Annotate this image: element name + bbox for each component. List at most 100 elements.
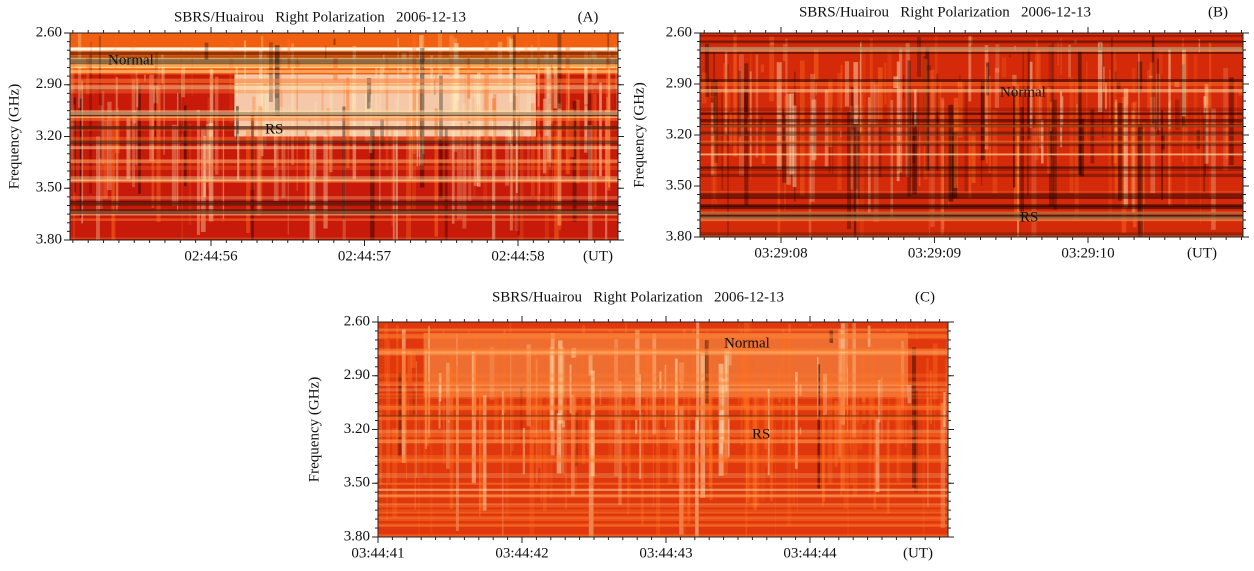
streak [477, 72, 481, 187]
streak [795, 115, 799, 118]
streak [442, 329, 444, 422]
streak [863, 127, 867, 129]
streak [617, 418, 620, 435]
streak [510, 335, 514, 452]
streak [857, 360, 859, 423]
streak [723, 63, 727, 169]
streak [98, 105, 103, 209]
streak [1121, 97, 1127, 233]
streak [714, 95, 717, 205]
hband [700, 153, 1243, 156]
streak [711, 93, 714, 214]
streak [625, 323, 627, 467]
streak [571, 348, 577, 358]
streak [1193, 53, 1198, 166]
streak [154, 82, 157, 137]
background [700, 33, 1243, 237]
streak [422, 131, 425, 155]
streak [96, 136, 100, 240]
streak [926, 387, 928, 442]
hband [700, 131, 1243, 136]
streak [178, 81, 180, 163]
streak [1131, 110, 1135, 213]
hband [700, 204, 1243, 207]
streak [181, 133, 183, 240]
x-tick-label: 03:44:43 [639, 545, 692, 561]
streak [813, 48, 819, 81]
streak [542, 98, 547, 174]
streak [1118, 102, 1123, 201]
streak [605, 110, 608, 240]
streak [959, 112, 963, 122]
streak [1203, 96, 1207, 114]
streak [1099, 43, 1101, 51]
streak [396, 325, 399, 441]
streak [811, 99, 817, 161]
streak [476, 372, 478, 399]
streak [155, 52, 159, 129]
streak [968, 56, 971, 96]
streak [877, 67, 883, 120]
streak [948, 115, 950, 208]
streak [870, 80, 876, 125]
hband [700, 35, 1243, 37]
hband [378, 509, 948, 514]
panel-label: (C) [915, 289, 935, 305]
hband [70, 84, 618, 86]
hband [70, 211, 618, 216]
streak [529, 424, 535, 537]
streak [930, 91, 935, 228]
streak [1235, 82, 1238, 127]
streak [645, 354, 649, 443]
hband [378, 384, 948, 386]
streak [549, 79, 551, 133]
hband [70, 47, 618, 52]
streak [407, 351, 412, 382]
streak [901, 341, 905, 409]
streak [1038, 84, 1043, 149]
y-tick-label: 3.20 [36, 128, 62, 144]
streak [196, 109, 200, 236]
streak [391, 126, 394, 227]
streak [687, 421, 691, 524]
hband [700, 89, 1243, 93]
streak [593, 93, 597, 207]
streak [111, 118, 116, 240]
streak [506, 36, 511, 53]
streak [412, 390, 416, 415]
streak [402, 346, 406, 387]
streak [591, 46, 593, 172]
streak [867, 97, 871, 214]
streak [545, 49, 549, 136]
streak [840, 382, 843, 496]
hband [70, 147, 618, 150]
streak [916, 324, 918, 340]
streak [386, 372, 388, 521]
streak [449, 355, 453, 412]
streak [557, 103, 562, 226]
streak [291, 43, 295, 166]
hband [70, 159, 618, 163]
streak [941, 100, 945, 229]
streak [574, 353, 577, 456]
y-tick-label: 3.50 [344, 475, 370, 491]
streak [590, 405, 593, 443]
streak [664, 364, 667, 428]
streak [824, 89, 829, 167]
streak [852, 322, 856, 438]
hband [378, 348, 948, 352]
panel-label: (A) [578, 9, 599, 25]
streak [822, 413, 826, 503]
hband [70, 62, 618, 65]
streak [1174, 81, 1180, 88]
streak [913, 389, 919, 493]
annotation: RS [752, 426, 770, 442]
annotation: RS [265, 121, 283, 137]
streak [692, 329, 695, 399]
streak [429, 391, 433, 534]
streak [886, 420, 890, 514]
streak [857, 131, 860, 199]
streak [1204, 83, 1209, 164]
streak [556, 413, 561, 474]
streak [509, 322, 512, 409]
